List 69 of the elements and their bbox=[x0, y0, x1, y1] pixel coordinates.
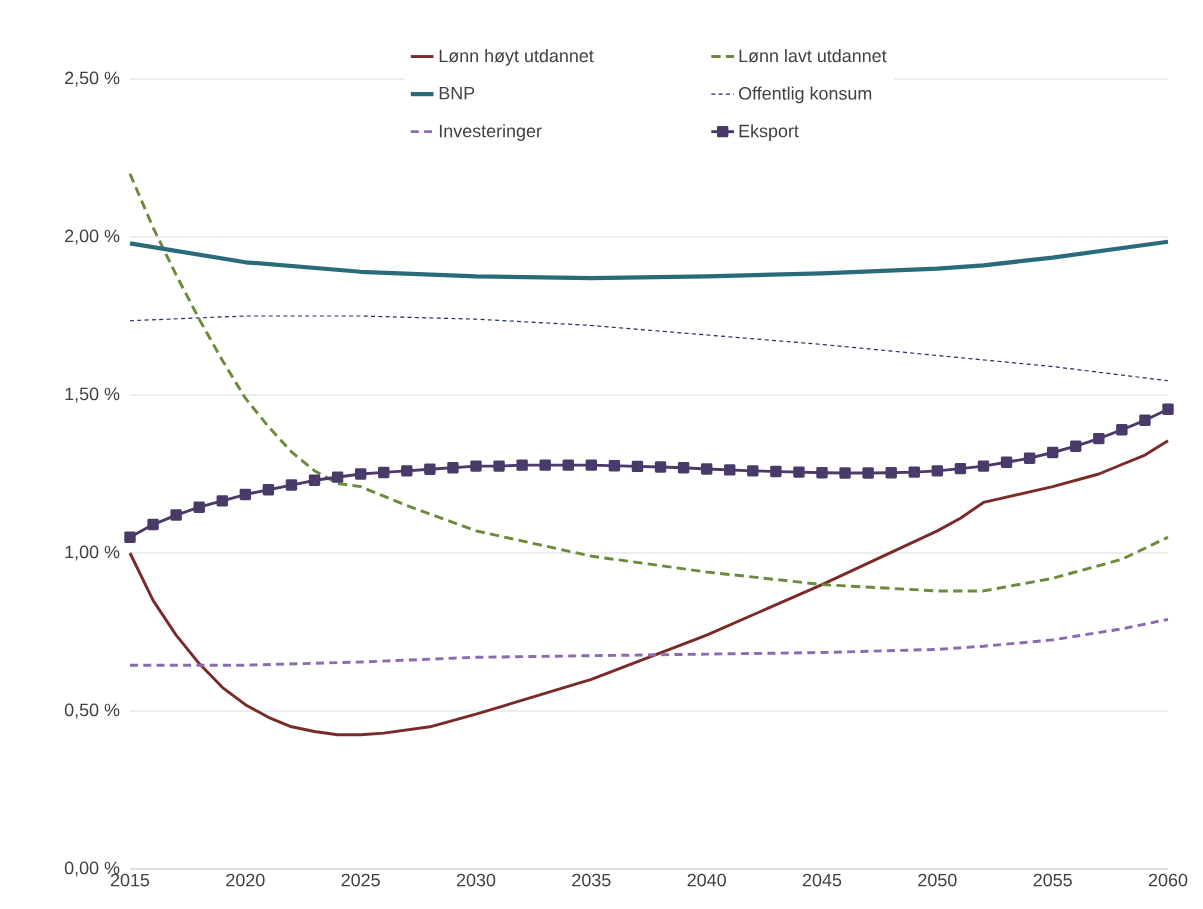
point bbox=[401, 465, 413, 477]
point bbox=[631, 460, 644, 473]
legend-label: Lønn lavt utdannet bbox=[739, 49, 887, 63]
point bbox=[793, 466, 805, 478]
point bbox=[170, 509, 182, 521]
point bbox=[1046, 446, 1059, 459]
y-tick-label: 1,00 % bbox=[65, 545, 120, 561]
x-tick-label: 2020 bbox=[226, 873, 265, 887]
x-tick-label: 2040 bbox=[687, 873, 726, 887]
point bbox=[516, 459, 528, 471]
point bbox=[816, 467, 828, 479]
point bbox=[977, 460, 990, 472]
x-tick-label: 2050 bbox=[918, 873, 957, 887]
point bbox=[1162, 403, 1174, 415]
x-tick-label: 2030 bbox=[456, 873, 496, 887]
line-series bbox=[129, 315, 1169, 382]
point bbox=[677, 461, 690, 474]
legend-label: Offentlig konsum bbox=[738, 86, 872, 104]
point bbox=[308, 474, 321, 487]
point bbox=[239, 488, 252, 501]
point bbox=[378, 466, 390, 479]
x-tick-label: 2055 bbox=[1033, 873, 1072, 887]
y-tick-label: 0,50 % bbox=[64, 703, 120, 719]
point bbox=[1139, 414, 1151, 426]
point bbox=[585, 459, 598, 471]
point bbox=[493, 460, 505, 472]
x-tick-label: 2045 bbox=[802, 873, 842, 887]
point bbox=[954, 462, 967, 475]
point bbox=[908, 466, 920, 478]
point bbox=[885, 467, 897, 479]
point bbox=[147, 518, 159, 531]
y-tick-label: 2,00 % bbox=[65, 229, 120, 245]
line-series bbox=[128, 172, 1170, 593]
point bbox=[724, 464, 736, 476]
point bbox=[354, 468, 367, 480]
point bbox=[1093, 432, 1105, 445]
point bbox=[839, 467, 851, 479]
y-tick-label: 1,50 % bbox=[65, 387, 120, 403]
point bbox=[285, 479, 298, 491]
y-tick-label: 2,50 % bbox=[65, 71, 120, 87]
point bbox=[1023, 452, 1036, 464]
point bbox=[262, 484, 275, 496]
legend-label: BNP bbox=[439, 86, 475, 100]
point bbox=[1116, 424, 1128, 436]
point bbox=[608, 460, 621, 472]
legend-label: Investeringer bbox=[439, 124, 542, 141]
line-series bbox=[127, 239, 1171, 281]
x-tick-label: 2035 bbox=[572, 873, 611, 887]
point bbox=[424, 463, 436, 475]
point bbox=[1000, 456, 1013, 469]
point bbox=[470, 460, 482, 472]
point bbox=[770, 465, 782, 478]
legend-label: Lønn høyt utdannet bbox=[439, 49, 594, 66]
point bbox=[216, 495, 228, 507]
point bbox=[700, 463, 713, 475]
x-tick-label: 2025 bbox=[341, 873, 380, 887]
point bbox=[654, 461, 667, 473]
point bbox=[1070, 440, 1082, 452]
point bbox=[931, 465, 944, 477]
point bbox=[447, 461, 459, 474]
point bbox=[193, 501, 205, 513]
point bbox=[862, 467, 874, 479]
point bbox=[124, 531, 136, 543]
legend-label: Eksport bbox=[739, 124, 799, 141]
x-tick-label: 2060 bbox=[1148, 873, 1188, 887]
point bbox=[562, 459, 574, 471]
point bbox=[539, 459, 551, 471]
point bbox=[747, 465, 759, 477]
point bbox=[331, 471, 344, 483]
